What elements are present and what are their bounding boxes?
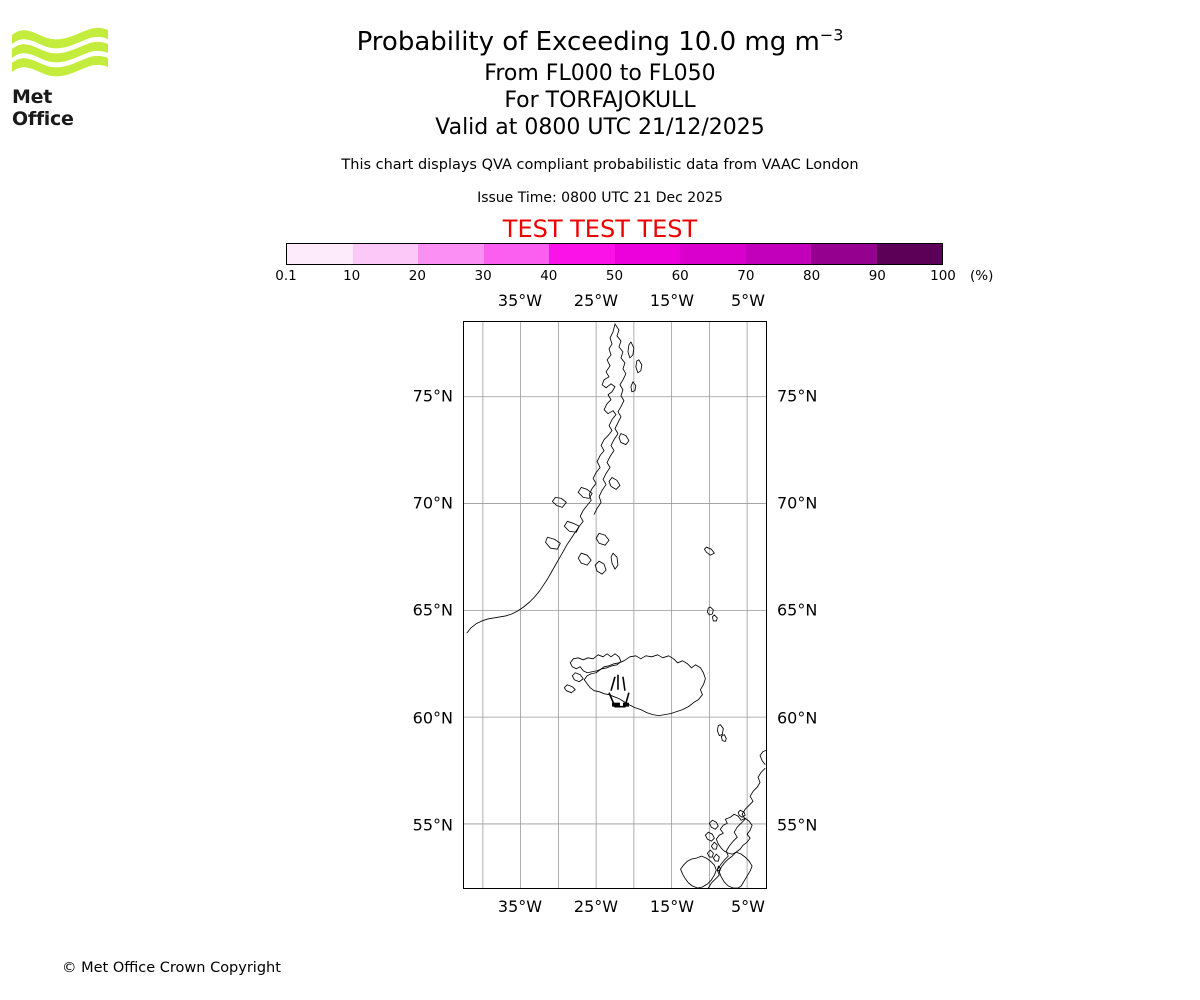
colorbar-tick-70: 70 xyxy=(737,268,755,284)
colorbar-segment-1 xyxy=(352,244,418,264)
lat-label-right-55°N: 55°N xyxy=(777,815,818,835)
lon-label-bottom-25°W: 25°W xyxy=(573,897,619,916)
colorbar-tick-0.1: 0.1 xyxy=(275,268,297,284)
colorbar-tick-30: 30 xyxy=(474,268,492,284)
page-title-text: Probability of Exceeding 10.0 mg m xyxy=(356,27,820,57)
lon-label-top-5°W: 5°W xyxy=(731,291,765,310)
chart-description: This chart displays QVA compliant probab… xyxy=(341,157,859,173)
colorbar-segment-2 xyxy=(418,244,484,264)
colorbar-segment-7 xyxy=(745,244,811,264)
colorbar-segment-6 xyxy=(680,244,746,264)
valid-time-line: Valid at 0800 UTC 21/12/2025 xyxy=(435,115,765,140)
colorbar-unit-label: (%) xyxy=(970,268,994,284)
lat-label-right-60°N: 60°N xyxy=(777,708,818,728)
lon-label-top-15°W: 15°W xyxy=(649,291,695,310)
met-office-logo: Met Office xyxy=(12,26,112,130)
colorbar-segment-3 xyxy=(483,244,549,264)
title-block: Probability of Exceeding 10.0 mg m−3 Fro… xyxy=(0,24,1200,141)
colorbar-segment-8 xyxy=(811,244,877,264)
lat-label-left-60°N: 60°N xyxy=(412,708,453,728)
colorbar-tick-100: 100 xyxy=(930,268,956,284)
lat-label-left-75°N: 75°N xyxy=(412,386,453,406)
lon-label-top-35°W: 35°W xyxy=(497,291,543,310)
colorbar-tick-10: 10 xyxy=(343,268,361,284)
lat-label-left-55°N: 55°N xyxy=(412,815,453,835)
colorbar-tick-labels: 0.1 10 20 30 40 50 60 70 80 90 100 xyxy=(275,268,956,288)
map-coastlines xyxy=(466,323,766,888)
lat-label-left-70°N: 70°N xyxy=(412,493,453,513)
colorbar-tick-80: 80 xyxy=(803,268,821,284)
lat-label-right-70°N: 70°N xyxy=(777,493,818,513)
colorbar-tick-50: 50 xyxy=(605,268,624,284)
colorbar-tick-20: 20 xyxy=(408,268,426,284)
colorbar-tick-40: 40 xyxy=(540,268,558,284)
lat-label-left-65°N: 65°N xyxy=(412,600,453,620)
met-office-logo-text: Met Office xyxy=(12,86,74,130)
colorbar-segment-9 xyxy=(876,244,942,264)
colorbar-tick-60: 60 xyxy=(671,268,689,284)
page-title: Probability of Exceeding 10.0 mg m−3 xyxy=(0,24,1200,60)
copyright-notice: © Met Office Crown Copyright xyxy=(62,960,281,976)
map-svg xyxy=(464,322,766,888)
colorbar-segment-4 xyxy=(549,244,615,264)
lat-label-right-65°N: 65°N xyxy=(777,600,818,620)
colorbar-tick-90: 90 xyxy=(868,268,886,284)
volcano-marker xyxy=(608,674,630,708)
flight-level-range: From FL000 to FL050 xyxy=(484,61,716,86)
probability-colorbar xyxy=(286,243,943,265)
lon-label-bottom-5°W: 5°W xyxy=(731,897,765,916)
issue-time: Issue Time: 0800 UTC 21 Dec 2025 xyxy=(477,190,723,206)
lon-label-bottom-15°W: 15°W xyxy=(649,897,695,916)
met-office-wave-mark xyxy=(12,27,108,77)
lon-label-top-25°W: 25°W xyxy=(573,291,619,310)
map-plot-area[interactable] xyxy=(463,321,767,889)
colorbar-segment-5 xyxy=(614,244,680,264)
lat-label-right-75°N: 75°N xyxy=(777,386,818,406)
map-gridlines xyxy=(464,322,766,888)
page-title-exponent: −3 xyxy=(819,25,844,45)
test-banner: TEST TEST TEST xyxy=(502,215,698,243)
lon-label-bottom-35°W: 35°W xyxy=(497,897,543,916)
colorbar-segment-0 xyxy=(287,244,353,264)
volcano-name-line: For TORFAJOKULL xyxy=(504,88,696,113)
